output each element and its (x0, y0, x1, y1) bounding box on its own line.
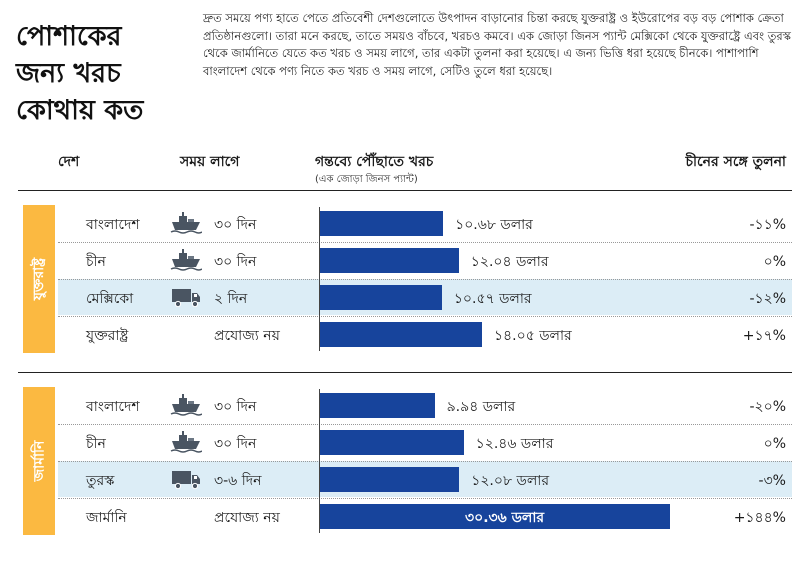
table-row: তুরস্ক ৩-৬ দিন ১২.০৮ ডলার -৩% (58, 461, 792, 497)
group-divider (18, 372, 792, 373)
country-name: বাংলাদেশ (86, 217, 140, 233)
row-separator (58, 316, 792, 317)
china-compare-value: -২০% (749, 399, 786, 415)
cost-bar (320, 467, 460, 492)
china-compare-value: +১৪৪% (733, 510, 786, 526)
page-title: পোশাকের জন্য খরচ কোথায় কত (16, 18, 166, 129)
title-line: পোশাকের (16, 21, 122, 52)
cost-bar (320, 248, 459, 273)
country-name: চীন (86, 254, 106, 270)
cost-label: ১২.০৮ ডলার (471, 473, 550, 489)
truck-icon (170, 284, 202, 310)
cost-bar (320, 285, 442, 310)
cost-bar (320, 322, 482, 347)
table-row: জার্মানি প্রযোজ্য নয় ৩০.৩৬ ডলার +১৪৪% (58, 498, 792, 534)
china-compare-value: -৩% (758, 473, 786, 489)
group-tab (23, 205, 55, 353)
header-cost-subtitle: (এক জোড়া জিনস প্যান্ট) (315, 174, 418, 185)
cost-label: ৯.৯৪ ডলার (446, 399, 516, 415)
cost-label: ১২.০৪ ডলার (470, 254, 549, 270)
cost-label: ১০.৫৭ ডলার (453, 291, 532, 307)
table-row: বাংলাদেশ ৩০ দিন ১০.৬৮ ডলার -১১% (58, 205, 792, 241)
title-line: কোথায় কত (16, 95, 144, 126)
ship-icon (170, 392, 203, 418)
group-label: যুক্তরাষ্ট্র (23, 205, 55, 353)
row-separator (58, 279, 792, 280)
china-compare-value: ০% (763, 254, 786, 270)
ship-icon (170, 247, 203, 273)
china-compare-value: -১২% (749, 291, 786, 307)
country-name: তুরস্ক (86, 473, 115, 489)
row-separator (58, 242, 792, 243)
table-row: মেক্সিকো ২ দিন ১০.৫৭ ডলার -১২% (58, 279, 792, 315)
table-row: চীন ৩০ দিন ১২.০৪ ডলার ০% (58, 242, 792, 278)
header-cost: গন্তব্যে পৌঁছাতে খরচ (315, 154, 434, 170)
table-row: বাংলাদেশ ৩০ দিন ৯.৯৪ ডলার -২০% (58, 387, 792, 423)
country-name: চীন (86, 436, 106, 452)
cost-bar (320, 211, 444, 236)
header-rule (18, 190, 792, 191)
china-compare-value: +১৭% (742, 328, 786, 344)
cost-label: ১৪.০৫ ডলার (493, 328, 572, 344)
header-time: সময় লাগে (180, 154, 240, 170)
bar-baseline-axis (319, 207, 320, 351)
ship-icon (170, 429, 203, 455)
group-label-text: যুক্তরাষ্ট্র (31, 257, 48, 301)
row-separator (58, 498, 792, 499)
table-row: চীন ৩০ দিন ১২.৪৬ ডলার ০% (58, 424, 792, 460)
transit-time: ৩০ দিন (214, 436, 257, 452)
cost-bar (320, 504, 670, 529)
country-group: যুক্তরাষ্ট্র বাংলাদেশ ৩০ দিন ১০.৬৮ ডলার -১১%… (18, 205, 792, 353)
group-label: জার্মানি (23, 387, 55, 535)
transit-time: ৩০ দিন (214, 217, 257, 233)
intro-paragraph: দ্রুত সময়ে পণ্য হাতে পেতে প্রতিবেশী দেশ… (203, 11, 791, 78)
cost-bar (320, 393, 435, 418)
china-compare-value: -১১% (749, 217, 786, 233)
transit-time: ৩০ দিন (214, 254, 257, 270)
country-name: মেক্সিকো (86, 291, 134, 307)
cost-label: ১২.৪৬ ডলার (475, 436, 554, 452)
title-line: জন্য খরচ (16, 58, 121, 89)
cost-label: ১০.৬৮ ডলার (455, 217, 533, 233)
transit-time: ৩-৬ দিন (214, 473, 262, 489)
bar-baseline-axis (319, 389, 320, 533)
cost-label: ৩০.৩৬ ডলার (465, 510, 545, 526)
transit-time: ২ দিন (214, 291, 248, 307)
table-row: যুক্তরাষ্ট্র প্রযোজ্য নয় ১৪.০৫ ডলার +১৭% (58, 316, 792, 352)
cost-bar (320, 430, 464, 455)
ship-icon (170, 210, 203, 236)
country-name: যুক্তরাষ্ট্র (86, 328, 129, 344)
truck-icon (170, 466, 202, 492)
transit-time: প্রযোজ্য নয় (214, 328, 280, 344)
china-compare-value: ০% (763, 436, 786, 452)
country-group: জার্মানি বাংলাদেশ ৩০ দিন ৯.৯৪ ডলার -২০% চীন ৩০… (18, 387, 792, 535)
row-separator (58, 424, 792, 425)
transit-time: প্রযোজ্য নয় (214, 510, 280, 526)
country-name: জার্মানি (86, 510, 127, 526)
country-name: বাংলাদেশ (86, 399, 140, 415)
header-compare: চীনের সঙ্গে তুলনা (685, 154, 786, 170)
transit-time: ৩০ দিন (214, 399, 257, 415)
header-country: দেশ (58, 154, 80, 170)
group-tab (23, 387, 55, 535)
group-label-text: জার্মানি (31, 440, 47, 482)
row-separator (58, 461, 792, 462)
